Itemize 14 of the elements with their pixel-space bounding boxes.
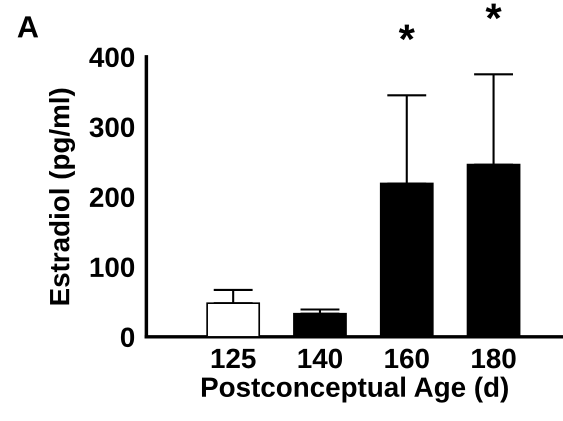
chart-title: A: [18, 16, 38, 38]
x-tick-label: 180: [472, 348, 516, 368]
y-tick-label: 0: [120, 327, 134, 348]
x-axis-title: Postconceptual Age (d): [202, 376, 508, 403]
y-tick-label: 300: [90, 117, 134, 138]
x-tick-label: 125: [212, 348, 256, 368]
y-tick-label: 100: [90, 257, 134, 278]
annotation: *: [398, 24, 415, 40]
x-tick-label: 140: [298, 348, 342, 368]
y-axis-title: Estradiol (pg/ml): [49, 88, 76, 305]
y-tick-label: 200: [90, 187, 134, 208]
x-tick-label: 160: [385, 348, 429, 368]
y-tick-label: 400: [89, 48, 134, 68]
annotation: *: [486, 4, 502, 20]
